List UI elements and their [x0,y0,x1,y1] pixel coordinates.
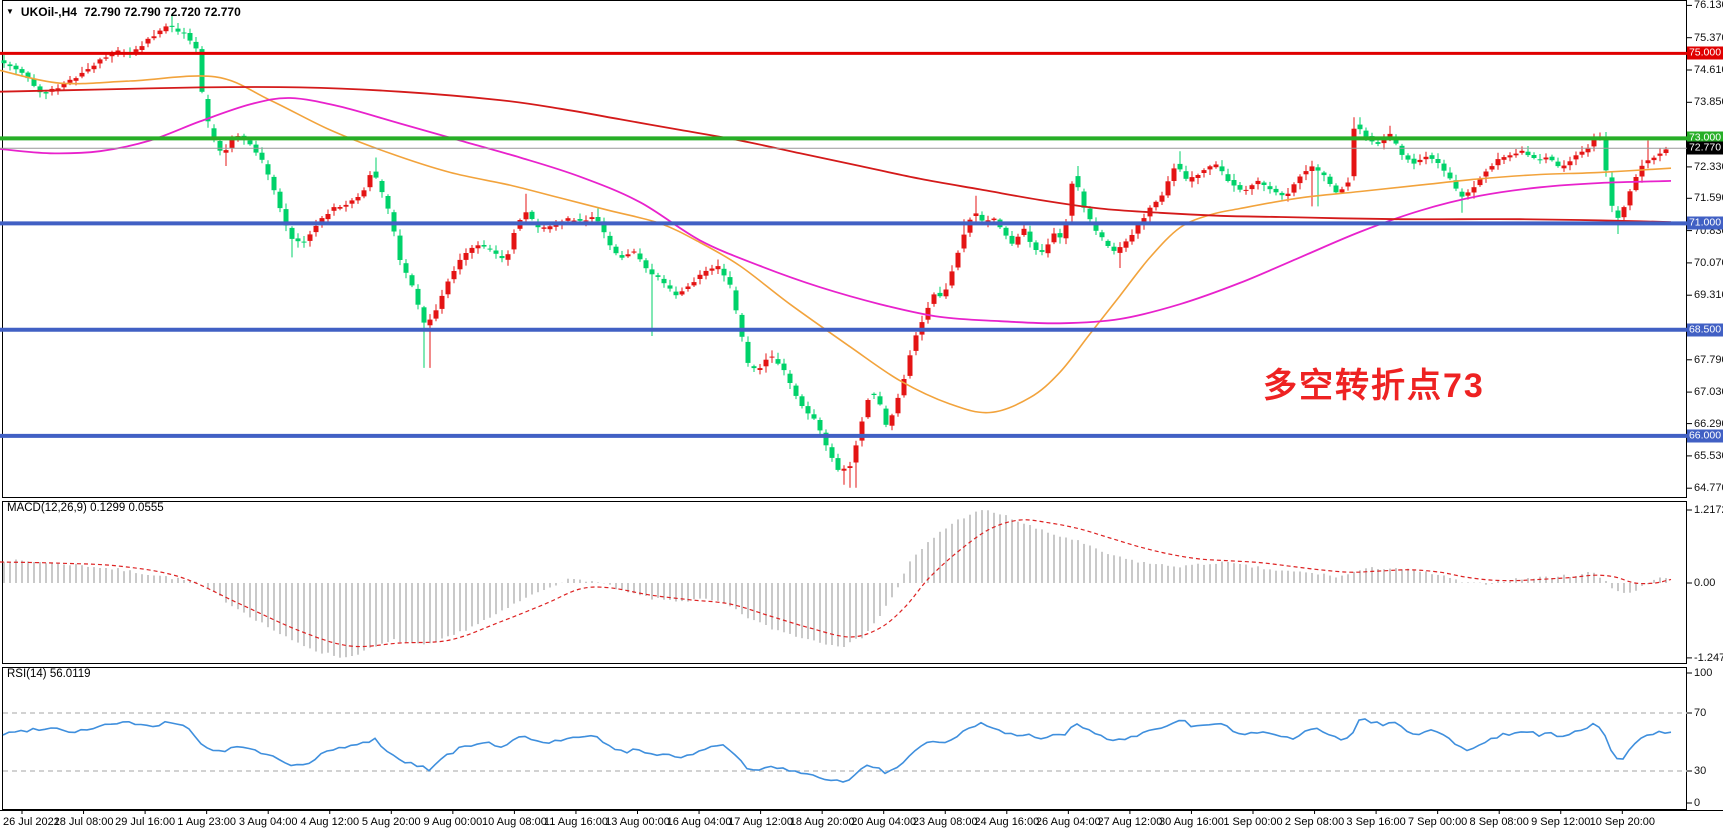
date-label: 30 Aug 16:00 [1159,816,1224,828]
rsi-tick-label: 100 [1694,667,1713,679]
price-tick-label: 71.590 [1694,192,1723,205]
macd-tick-label: -1.2479 [1694,651,1723,664]
macd-tick-label: 1.2172 [1694,504,1723,516]
date-label: 9 Sep 12:00 [1531,816,1591,828]
date-label: 13 Aug 00:00 [605,816,670,828]
price-tick-label: 70.070 [1694,256,1723,269]
price-tick-label: 66.290 [1694,417,1723,430]
macd-indicator-label: MACD(12,26,9) 0.1299 0.0555 [7,502,164,514]
ohlc-values-label: 72.790 72.790 72.720 72.770 [83,5,241,19]
date-label: 20 Aug 04:00 [851,816,917,828]
collapse-arrow-icon[interactable]: ▼ [6,7,14,16]
macd-tick-label: 0.00 [1694,577,1716,589]
date-label: 2 Sep 08:00 [1284,816,1345,828]
price-tick-label: 76.130 [1694,0,1723,12]
price-tick-label: 69.310 [1694,289,1723,302]
date-label: 5 Aug 20:00 [361,816,421,828]
date-label: 17 Aug 12:00 [728,816,794,828]
rsi-tick-label: 30 [1694,765,1707,777]
panel-frame[interactable] [2,0,1687,498]
date-label: 8 Sep 08:00 [1469,816,1529,828]
rsi-indicator-label: RSI(14) 56.0119 [7,668,91,680]
date-label: 26 Aug 04:00 [1035,816,1101,828]
date-label: 10 Sep 20:00 [1589,816,1656,828]
price-tick-label: 64.770 [1694,482,1723,495]
rsi-tick-label: 0 [1694,797,1701,809]
panel-frame[interactable] [2,501,1687,664]
price-tick-label: 72.330 [1694,160,1723,173]
date-label: 10 Aug 08:00 [481,816,547,828]
price-tick-label: 73.850 [1694,96,1723,109]
rsi-tick-label: 70 [1694,707,1707,719]
date-label: 3 Aug 04:00 [238,816,298,828]
symbol-period-label: UKOil-,H4 [20,5,77,19]
date-label: 24 Aug 16:00 [974,816,1040,828]
date-label: 28 Jul 08:00 [53,816,114,828]
date-label: 7 Sep 00:00 [1407,816,1468,828]
annotation-text: 多空转折点73 [1263,367,1485,405]
date-label: 1 Aug 23:00 [177,816,237,828]
date-label: 11 Aug 16:00 [543,816,608,828]
date-label: 16 Aug 04:00 [666,816,732,828]
price-tick-label: 75.370 [1694,31,1723,44]
date-label: 9 Aug 00:00 [423,816,483,828]
price-tick-label: 67.790 [1694,353,1723,366]
price-tick-label: 74.610 [1694,64,1723,76]
date-label: 27 Aug 12:00 [1097,816,1163,828]
ma-slow-line [0,86,1672,223]
price-badge-68.500: 68.500 [1687,323,1723,337]
rsi-line [2,718,1672,783]
ma-mid-line [0,97,1672,325]
date-label: 18 Aug 20:00 [789,816,855,828]
panel-frame[interactable] [2,667,1687,810]
price-badge-66.000: 66.000 [1687,429,1723,443]
date-label: 1 Sep 00:00 [1223,816,1283,828]
ma-fast-line [0,69,1672,414]
date-label: 23 Aug 08:00 [912,816,978,828]
price-badge-73.000: 73.000 [1687,131,1723,145]
date-label: 4 Aug 12:00 [300,816,360,828]
price-badge-72.770: 72.770 [1687,141,1723,155]
chart-title: ▼ UKOil-,H4 72.790 72.790 72.720 72.770 [6,5,241,19]
date-label: 29 Jul 16:00 [115,816,176,828]
price-tick-label: 67.030 [1694,386,1723,399]
date-label: 26 Jul 2021 [3,816,60,828]
price-badge-71.000: 71.000 [1687,216,1723,230]
date-label: 3 Sep 16:00 [1346,816,1406,828]
price-badge-75.000: 75.000 [1687,46,1723,60]
price-tick-label: 65.530 [1694,449,1723,462]
macd-signal-line [0,519,1672,648]
